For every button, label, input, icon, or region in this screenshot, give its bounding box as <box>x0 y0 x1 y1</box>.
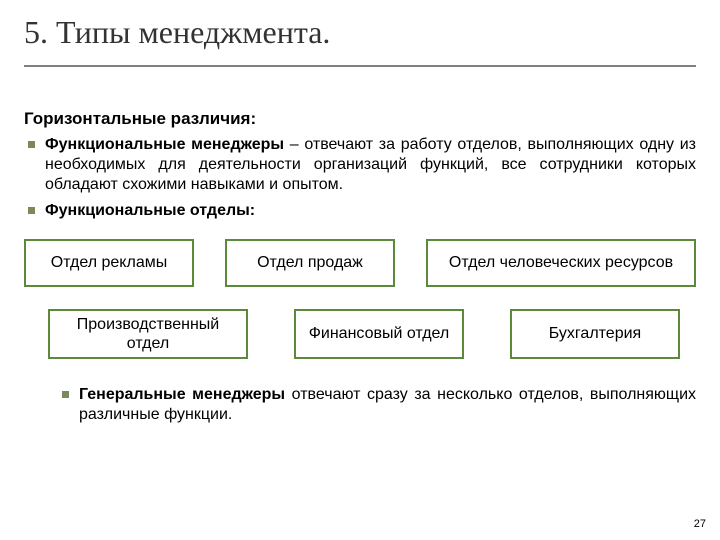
dept-box: Отдел продаж <box>225 239 395 287</box>
bullet-runin: Функциональные менеджеры <box>45 136 284 153</box>
subheading: Горизонтальные различия: <box>24 109 696 129</box>
dept-box: Бухгалтерия <box>510 309 680 359</box>
bullet-runin: Функциональные отделы: <box>45 202 255 219</box>
footnote-block: Генеральные менеджеры отвечают сразу за … <box>24 385 696 425</box>
dept-box: Производственный отдел <box>48 309 248 359</box>
bullet-list: Функциональные менеджеры – отвечают за р… <box>24 135 696 221</box>
bullet-text: Функциональные менеджеры – отвечают за р… <box>45 135 696 195</box>
square-bullet-icon <box>28 141 35 148</box>
footnote-text: Генеральные менеджеры отвечают сразу за … <box>79 385 696 425</box>
footnote-runin: Генеральные менеджеры <box>79 386 285 403</box>
dept-row-2: Производственный отдел Финансовый отдел … <box>48 309 680 359</box>
list-item: Функциональные менеджеры – отвечают за р… <box>24 135 696 195</box>
bullet-text: Функциональные отделы: <box>45 201 255 221</box>
dept-box: Отдел человеческих ресурсов <box>426 239 696 287</box>
square-bullet-icon <box>62 391 69 398</box>
slide-title: 5. Типы менеджмента. <box>24 14 696 51</box>
dept-box: Отдел рекламы <box>24 239 194 287</box>
title-rule <box>24 65 696 67</box>
dept-row-1: Отдел рекламы Отдел продаж Отдел человеч… <box>24 239 696 287</box>
square-bullet-icon <box>28 207 35 214</box>
page-number: 27 <box>694 518 706 530</box>
dept-box: Финансовый отдел <box>294 309 464 359</box>
list-item: Функциональные отделы: <box>24 201 696 221</box>
